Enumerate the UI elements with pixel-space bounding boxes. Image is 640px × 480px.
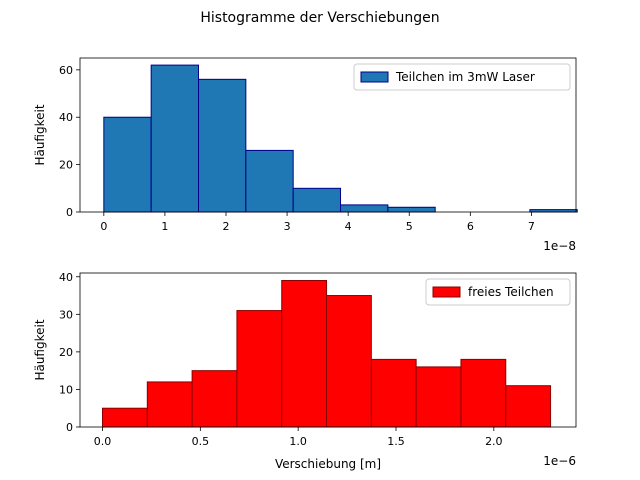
histogram-bar xyxy=(236,310,283,428)
legend-label: Teilchen im 3mW Laser xyxy=(395,70,535,84)
histogram-bar xyxy=(415,366,462,428)
x-tick-label: 1.5 xyxy=(387,435,405,448)
histogram-bar xyxy=(146,381,193,428)
x-tick-label: 2.0 xyxy=(485,435,503,448)
legend-box xyxy=(353,63,571,91)
x-tick-label: 6 xyxy=(467,220,474,233)
x-tick-label: 5 xyxy=(406,220,413,233)
x-tick-label: 2 xyxy=(222,220,229,233)
histogram-bar xyxy=(191,370,238,428)
histogram-bar xyxy=(150,64,200,213)
histogram-bar xyxy=(102,407,148,428)
legend-swatch xyxy=(432,286,461,298)
histogram-bar xyxy=(326,295,372,428)
histogram-bar xyxy=(103,116,152,213)
y-tick-label: 40 xyxy=(59,111,73,124)
histogram-bar xyxy=(387,206,436,213)
legend-box xyxy=(425,278,571,306)
y-tick-label: 20 xyxy=(59,346,73,359)
x-tick-label: 0.5 xyxy=(192,435,210,448)
y-tick-label: 20 xyxy=(59,159,73,172)
axes-frame xyxy=(79,57,577,213)
histogram-bar xyxy=(370,358,417,428)
x-tick-label: 1.0 xyxy=(289,435,307,448)
y-tick-label: 40 xyxy=(59,271,73,284)
y-tick-label: 30 xyxy=(59,308,73,321)
x-offset-label: 1e−8 xyxy=(543,239,576,253)
y-axis-label: Häufigkeit xyxy=(33,319,47,380)
histogram-panel-2: 0.0 0.5 1.0 1.5 2.0 0 10 20 30 40 Häufigkeit Versch… xyxy=(33,271,577,471)
histogram-bar xyxy=(281,280,328,428)
y-tick-label: 0 xyxy=(66,206,73,219)
x-axis-label: Verschiebung [m] xyxy=(275,457,381,471)
histogram-bar xyxy=(292,187,342,213)
x-tick-label: 4 xyxy=(345,220,352,233)
histogram-bar xyxy=(340,204,389,213)
axes-frame xyxy=(79,272,577,428)
legend-label: freies Teilchen xyxy=(468,285,554,299)
x-tick-label: 0 xyxy=(100,220,107,233)
histogram-bar xyxy=(460,358,507,428)
x-tick-label: 1 xyxy=(161,220,168,233)
figure-title: Histogramme der Verschiebungen xyxy=(200,10,439,26)
legend: freies Teilchen xyxy=(425,278,571,306)
x-tick-label: 7 xyxy=(528,220,535,233)
histogram-bar xyxy=(505,385,552,428)
y-axis-label: Häufigkeit xyxy=(33,104,47,165)
histogram-panel-1: 0 1 2 3 4 5 6 7 0 20 40 60 Häufigkeit 1e−8 Teilchen im… xyxy=(33,57,578,253)
legend: Teilchen im 3mW Laser xyxy=(353,63,571,91)
x-tick-label: 0.0 xyxy=(94,435,112,448)
y-tick-label: 10 xyxy=(59,383,73,396)
histogram-bar xyxy=(245,149,294,213)
y-tick-label: 60 xyxy=(59,64,73,77)
legend-swatch xyxy=(360,71,389,83)
x-offset-label: 1e−6 xyxy=(543,454,576,468)
y-tick-label: 0 xyxy=(66,421,73,434)
histogram-bar xyxy=(198,78,247,213)
x-tick-label: 3 xyxy=(284,220,291,233)
